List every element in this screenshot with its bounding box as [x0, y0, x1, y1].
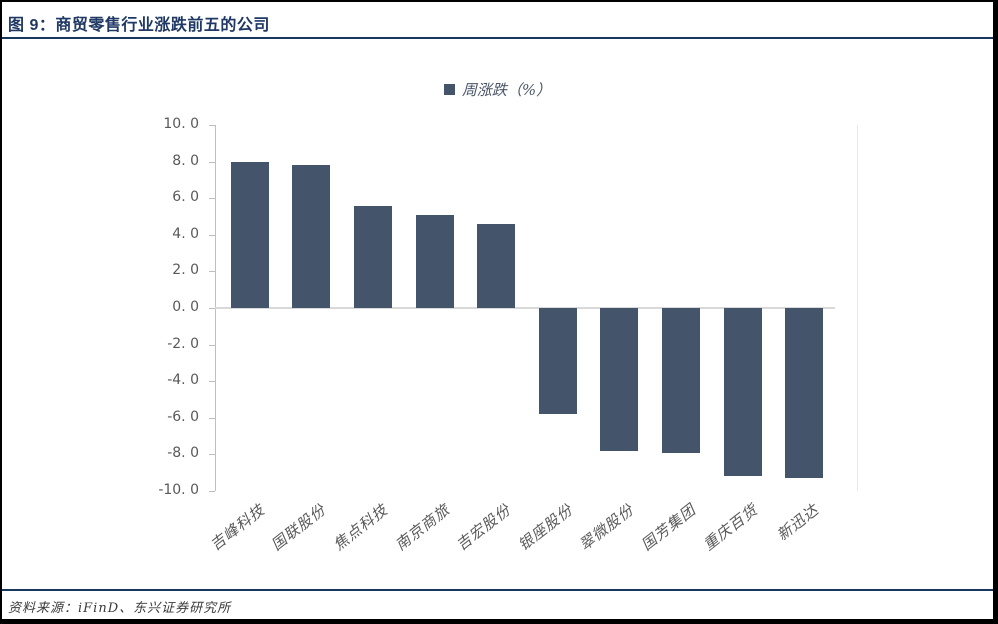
y-tick-label: -10. 0	[158, 482, 199, 498]
y-tick-mark	[209, 235, 215, 236]
x-category-label: 吉峰科技	[206, 500, 269, 555]
x-category-label: 吉宏股份	[452, 500, 515, 555]
bar	[539, 308, 577, 414]
y-tick-label: -8. 0	[167, 445, 199, 461]
figure-header: 图 9：商贸零售行业涨跌前五的公司	[2, 2, 993, 39]
x-category-label: 南京商旅	[391, 500, 453, 555]
bar	[600, 308, 638, 451]
x-category-label: 翠微股份	[576, 500, 638, 555]
y-tick-label: -2. 0	[167, 336, 199, 352]
y-tick-label: 0. 0	[172, 299, 199, 315]
y-tick-label: -6. 0	[167, 409, 199, 425]
x-category-label: 新迅达	[773, 500, 823, 545]
x-category-label: 重庆百货	[699, 500, 761, 555]
y-tick-label: 6. 0	[172, 189, 199, 205]
figure-title: 图 9：商贸零售行业涨跌前五的公司	[8, 17, 270, 34]
y-tick-label: -4. 0	[167, 372, 199, 388]
y-tick-mark	[209, 418, 215, 419]
legend-label: 周涨跌（%）	[461, 81, 552, 99]
x-category-label: 焦点科技	[329, 500, 392, 555]
y-tick-mark	[209, 454, 215, 455]
x-category-label: 国联股份	[268, 500, 330, 555]
x-category-label: 银座股份	[514, 500, 577, 555]
y-tick-mark	[209, 491, 215, 492]
chart-legend: 周涨跌（%）	[2, 79, 993, 100]
y-tick-label: 4. 0	[172, 226, 199, 242]
y-tick-mark	[209, 308, 215, 309]
source-text: 资料来源：iFinD、东兴证券研究所	[8, 601, 232, 616]
y-tick-mark	[209, 125, 215, 126]
bar	[292, 165, 330, 308]
x-category-label: 国芳集团	[637, 500, 700, 555]
y-tick-label: 2. 0	[172, 262, 199, 278]
bar	[231, 162, 269, 308]
y-tick-mark	[209, 271, 215, 272]
bar	[662, 308, 700, 453]
y-tick-mark	[209, 198, 215, 199]
bar	[354, 206, 392, 308]
bar	[785, 308, 823, 478]
legend-swatch-icon	[443, 84, 455, 95]
y-tick-mark	[209, 162, 215, 163]
y-tick-label: 8. 0	[172, 153, 199, 169]
bar	[477, 224, 515, 308]
y-tick-label: 10. 0	[163, 116, 199, 132]
footer-rule	[2, 589, 993, 591]
bar	[724, 308, 762, 476]
y-tick-mark	[209, 381, 215, 382]
y-tick-mark	[209, 345, 215, 346]
bar	[416, 215, 454, 308]
zero-line	[215, 307, 835, 309]
plot-right-border	[857, 125, 858, 491]
